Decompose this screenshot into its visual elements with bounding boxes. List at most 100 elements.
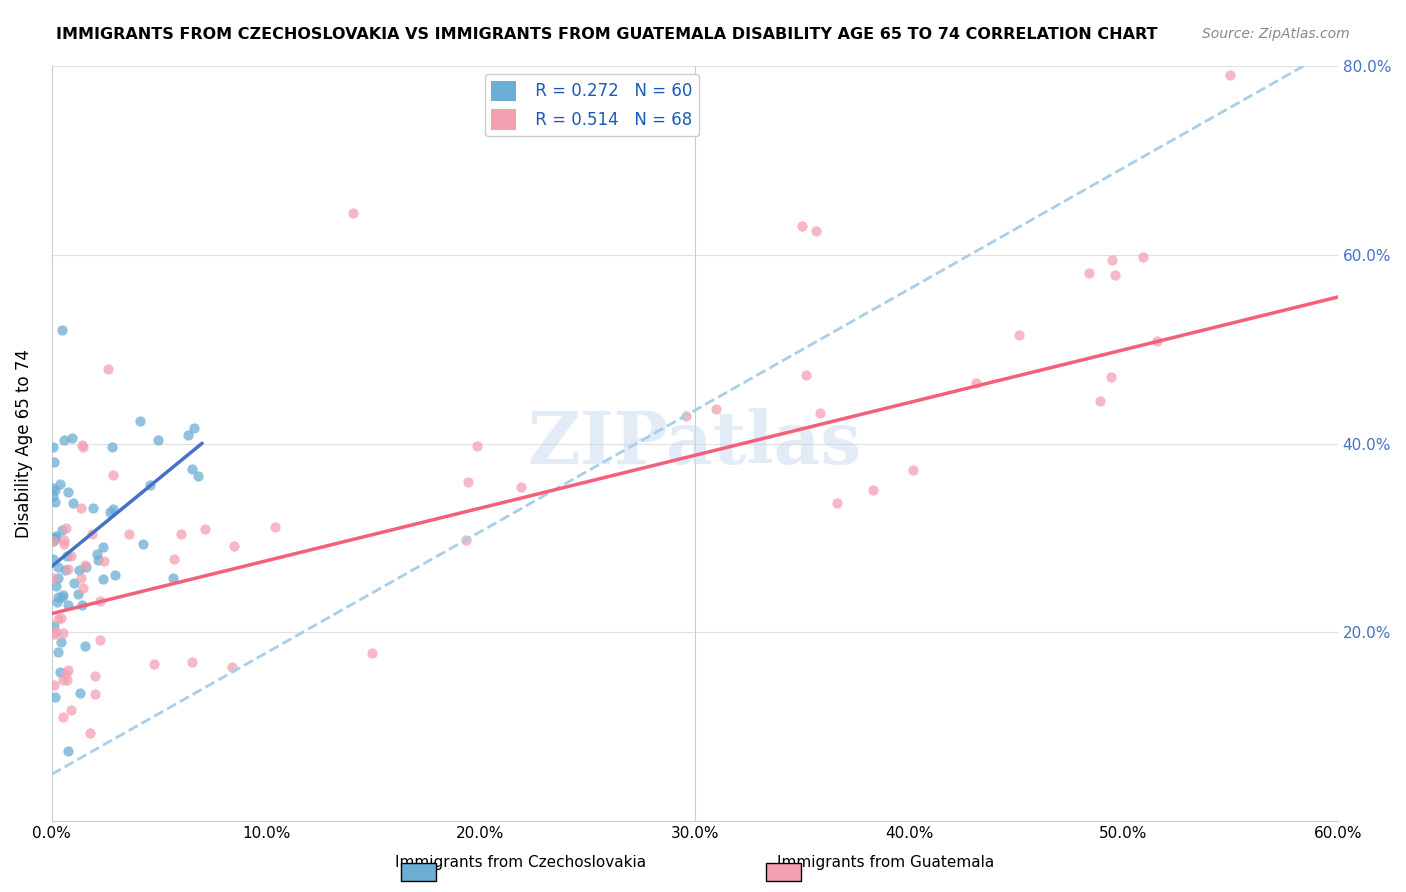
Point — [72, 581, 94, 595]
Point — [51, 635, 73, 649]
Point — [72, 598, 94, 612]
Point — [60, 549, 83, 563]
Point — [87, 553, 110, 567]
Point — [790, 219, 813, 234]
Point — [129, 414, 152, 428]
Point — [139, 478, 162, 492]
Point — [56, 744, 79, 758]
Point — [903, 463, 925, 477]
Point — [44, 494, 66, 508]
Point — [89, 632, 111, 647]
Point — [465, 439, 488, 453]
Point — [63, 575, 86, 590]
Point — [45, 579, 67, 593]
Point — [44, 532, 66, 546]
Point — [808, 406, 831, 420]
Point — [163, 552, 186, 566]
Point — [70, 500, 93, 515]
Point — [45, 624, 67, 639]
Point — [52, 533, 75, 548]
Point — [53, 433, 76, 447]
Point — [46, 645, 69, 659]
Point — [73, 640, 96, 654]
Point — [93, 572, 115, 586]
Point — [44, 483, 66, 497]
Point — [148, 434, 170, 448]
Point — [44, 455, 66, 469]
Point — [42, 531, 65, 545]
Point — [51, 524, 73, 538]
Point — [42, 489, 65, 503]
Point — [342, 206, 364, 220]
Point — [45, 529, 67, 543]
Point — [794, 368, 817, 383]
Point — [46, 571, 69, 585]
Point — [162, 571, 184, 585]
Point — [42, 533, 65, 548]
Point — [862, 483, 884, 497]
Point — [72, 441, 94, 455]
Point — [965, 376, 987, 390]
Point — [49, 610, 72, 624]
Point — [675, 409, 697, 423]
Point — [53, 536, 76, 550]
Point — [806, 224, 828, 238]
Point — [118, 527, 141, 541]
Point — [177, 428, 200, 442]
Point — [69, 571, 91, 585]
Point — [1104, 268, 1126, 282]
Point — [52, 588, 75, 602]
Text: Immigrants from Czechoslovakia: Immigrants from Czechoslovakia — [395, 855, 645, 870]
Point — [56, 598, 79, 612]
Point — [42, 618, 65, 632]
Point — [58, 663, 80, 677]
Point — [1099, 369, 1122, 384]
Text: Source: ZipAtlas.com: Source: ZipAtlas.com — [1202, 27, 1350, 41]
Point — [93, 554, 115, 568]
Point — [42, 551, 65, 566]
Point — [143, 657, 166, 672]
Point — [103, 501, 125, 516]
Point — [1146, 334, 1168, 348]
Point — [51, 591, 73, 605]
Point — [132, 537, 155, 551]
Point — [825, 496, 848, 510]
Point — [509, 480, 531, 494]
Y-axis label: Disability Age 65 to 74: Disability Age 65 to 74 — [15, 349, 32, 538]
Point — [454, 533, 477, 547]
Point — [1088, 393, 1111, 408]
Point — [44, 531, 66, 545]
Point — [187, 469, 209, 483]
Point — [83, 669, 105, 683]
Point — [1132, 250, 1154, 264]
Point — [1008, 328, 1031, 343]
Point — [45, 595, 67, 609]
Point — [67, 586, 90, 600]
Point — [67, 563, 90, 577]
Point — [62, 496, 84, 510]
Point — [53, 563, 76, 577]
Point — [60, 432, 83, 446]
Point — [55, 521, 77, 535]
Point — [73, 558, 96, 572]
Point — [49, 665, 72, 679]
Point — [1101, 253, 1123, 268]
Point — [183, 420, 205, 434]
Point — [58, 562, 80, 576]
Point — [70, 438, 93, 452]
Point — [60, 703, 83, 717]
Point — [91, 540, 114, 554]
Point — [42, 533, 65, 548]
Point — [98, 505, 121, 519]
Point — [80, 527, 103, 541]
Point — [51, 323, 73, 337]
Point — [97, 361, 120, 376]
Point — [42, 678, 65, 692]
Point — [52, 626, 75, 640]
Point — [46, 591, 69, 605]
Point — [180, 462, 202, 476]
Text: ZIPatlas: ZIPatlas — [527, 408, 862, 479]
Point — [222, 539, 245, 553]
Point — [42, 627, 65, 641]
Point — [170, 526, 193, 541]
